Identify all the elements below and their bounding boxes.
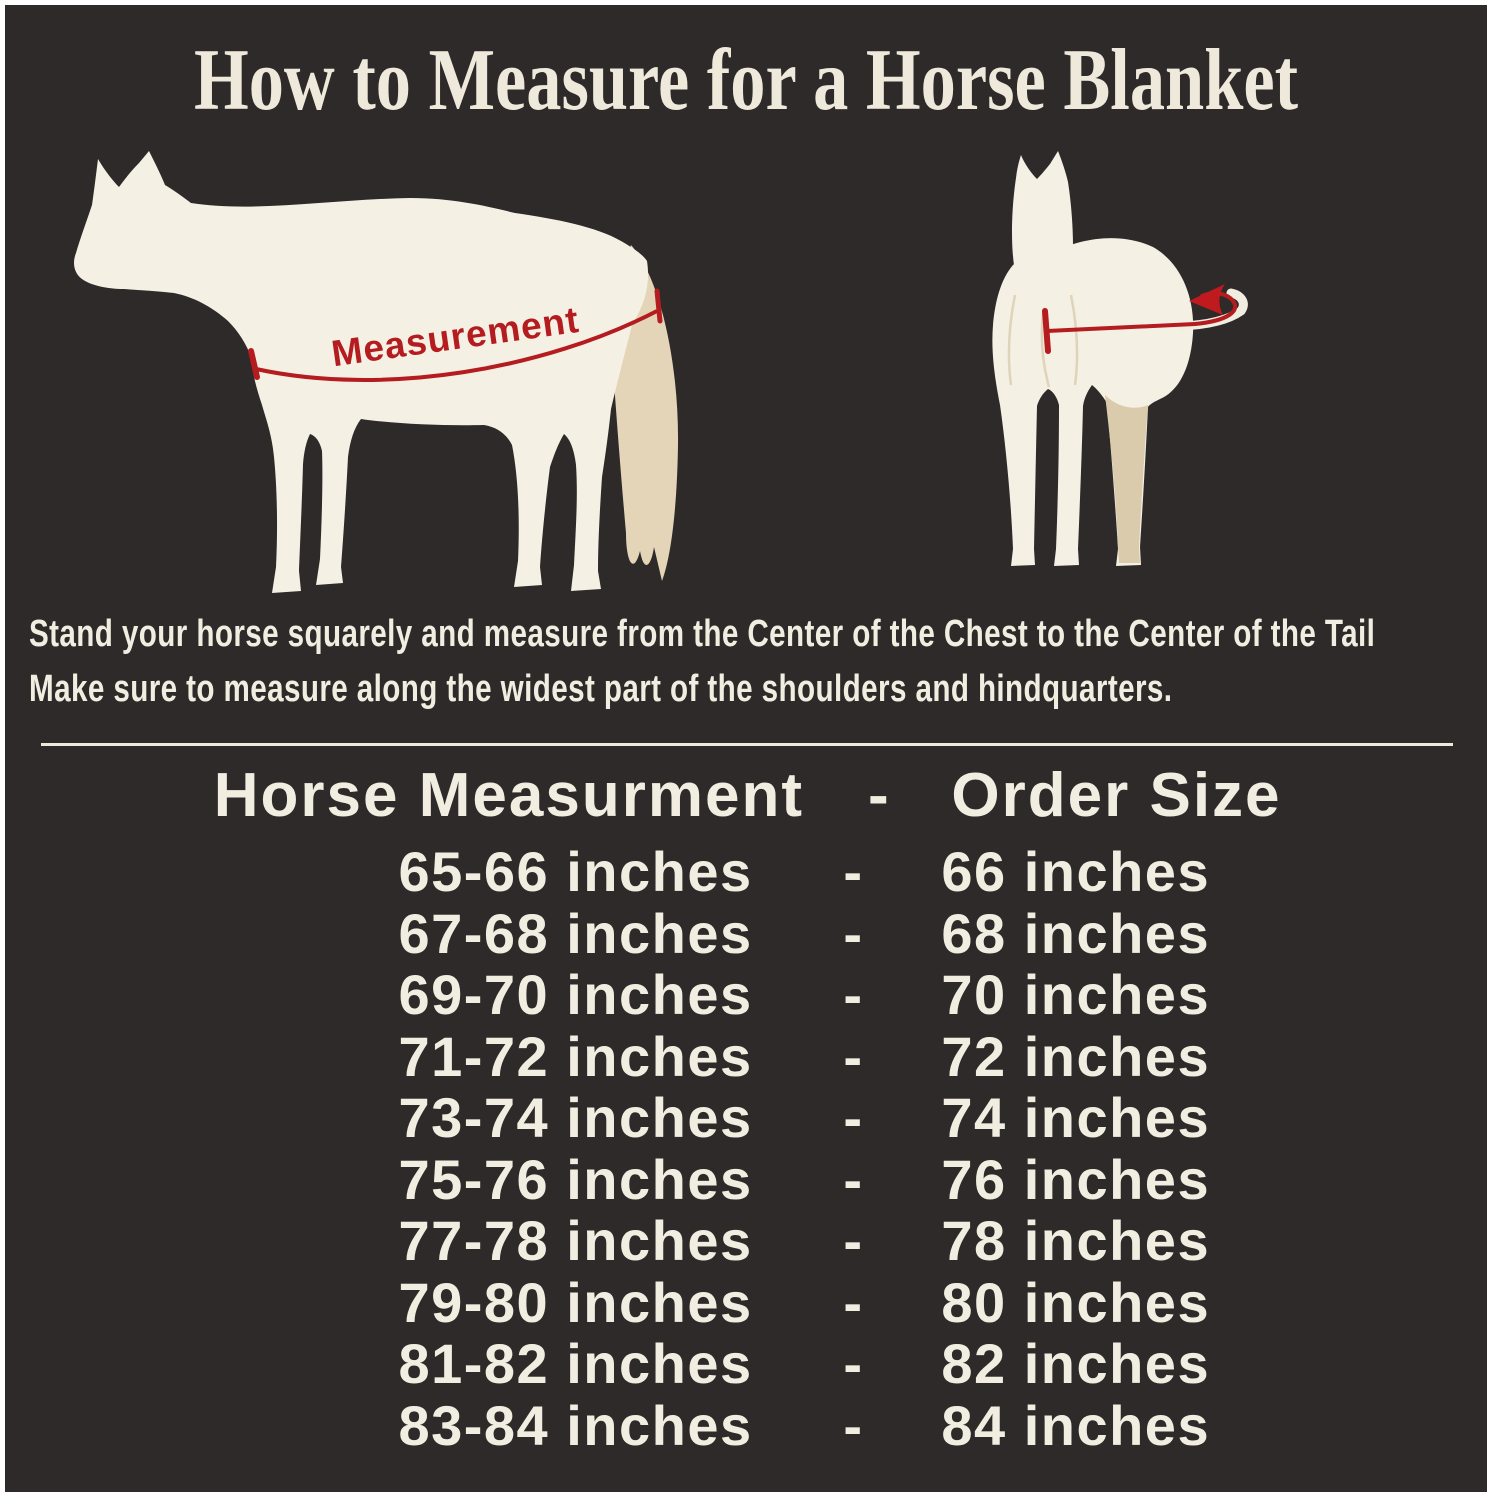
table-row: 83-84 inches - 84 inches bbox=[5, 1393, 1487, 1457]
front-horse-hindleg-shading bbox=[1105, 395, 1148, 563]
cell-horse-measurement: 79-80 inches bbox=[398, 1270, 753, 1334]
cell-separator: - bbox=[843, 1086, 864, 1149]
table-row: 75-76 inches - 76 inches bbox=[5, 1147, 1487, 1211]
cell-order-size: 76 inches bbox=[941, 1147, 1211, 1211]
cell-horse-measurement: 71-72 inches bbox=[398, 1024, 753, 1088]
cell-order-size: 66 inches bbox=[941, 840, 1211, 903]
cell-order-size: 78 inches bbox=[941, 1209, 1211, 1272]
cell-separator: - bbox=[843, 1270, 864, 1334]
cell-horse-measurement: 81-82 inches bbox=[398, 1332, 753, 1395]
side-horse-body bbox=[74, 151, 649, 593]
cell-order-size: 84 inches bbox=[941, 1393, 1211, 1457]
divider-line bbox=[41, 743, 1453, 746]
header-separator: - bbox=[868, 761, 891, 830]
table-header-row: Horse Measurment - Order Size bbox=[5, 759, 1487, 833]
table-row: 81-82 inches - 82 inches bbox=[5, 1333, 1487, 1395]
cell-horse-measurement: 69-70 inches bbox=[398, 963, 753, 1026]
cell-separator: - bbox=[843, 1332, 864, 1395]
cell-separator: - bbox=[843, 840, 864, 903]
cell-separator: - bbox=[843, 963, 864, 1026]
cell-order-size: 82 inches bbox=[941, 1332, 1211, 1395]
measurement-tick-chest bbox=[248, 348, 260, 380]
front-view-horse-illustration bbox=[992, 151, 1248, 566]
front-horse-head bbox=[1012, 151, 1074, 307]
cell-order-size: 80 inches bbox=[941, 1270, 1211, 1334]
arrow-head-icon bbox=[1189, 284, 1225, 315]
cell-horse-measurement: 75-76 inches bbox=[398, 1147, 753, 1211]
cell-order-size: 72 inches bbox=[941, 1024, 1211, 1088]
table-row: 71-72 inches - 72 inches bbox=[5, 1024, 1487, 1088]
cell-separator: - bbox=[843, 1209, 864, 1272]
table-row: 73-74 inches - 74 inches bbox=[5, 1087, 1487, 1149]
instructions-line-2: Make sure to measure along the widest pa… bbox=[29, 668, 1173, 710]
table-row: 69-70 inches - 70 inches bbox=[5, 964, 1487, 1026]
cell-separator: - bbox=[843, 901, 864, 965]
cell-separator: - bbox=[843, 1147, 864, 1211]
cell-separator: - bbox=[843, 1393, 864, 1457]
header-order-size: Order Size bbox=[951, 761, 1282, 830]
table-row: 65-66 inches - 66 inches bbox=[5, 841, 1487, 903]
cell-horse-measurement: 73-74 inches bbox=[398, 1086, 753, 1149]
girth-measure-tick bbox=[1042, 308, 1051, 354]
side-view-horse-illustration: Measurement bbox=[74, 151, 679, 593]
table-row: 67-68 inches - 68 inches bbox=[5, 901, 1487, 965]
cell-order-size: 70 inches bbox=[941, 963, 1211, 1026]
cell-horse-measurement: 77-78 inches bbox=[398, 1209, 753, 1272]
table-row: 77-78 inches - 78 inches bbox=[5, 1210, 1487, 1272]
page-title: How to Measure for a Horse Blanket bbox=[193, 32, 1299, 129]
cell-separator: - bbox=[843, 1024, 864, 1088]
cell-order-size: 74 inches bbox=[941, 1086, 1211, 1149]
measurement-line bbox=[255, 309, 658, 382]
cell-order-size: 68 inches bbox=[941, 901, 1211, 965]
table-body: 65-66 inches - 66 inches 67-68 inches - … bbox=[5, 841, 1487, 1456]
cell-horse-measurement: 83-84 inches bbox=[398, 1393, 753, 1457]
cell-horse-measurement: 65-66 inches bbox=[398, 840, 753, 903]
front-horse-detail-lines bbox=[1007, 294, 1079, 388]
cell-horse-measurement: 67-68 inches bbox=[398, 901, 753, 965]
instructions-line-1: Stand your horse squarely and measure fr… bbox=[29, 613, 1376, 655]
size-table: Horse Measurment - Order Size 65-66 inch… bbox=[5, 759, 1487, 1456]
table-row: 79-80 inches - 80 inches bbox=[5, 1270, 1487, 1334]
instructions-text: Stand your horse squarely and measure fr… bbox=[29, 607, 1375, 717]
girth-measure-line bbox=[1046, 322, 1196, 333]
measurement-tick-tail bbox=[654, 288, 663, 324]
infographic-panel: How to Measure for a Horse Blanket Measu… bbox=[5, 5, 1487, 1492]
header-horse-measurement: Horse Measurment bbox=[213, 761, 804, 830]
